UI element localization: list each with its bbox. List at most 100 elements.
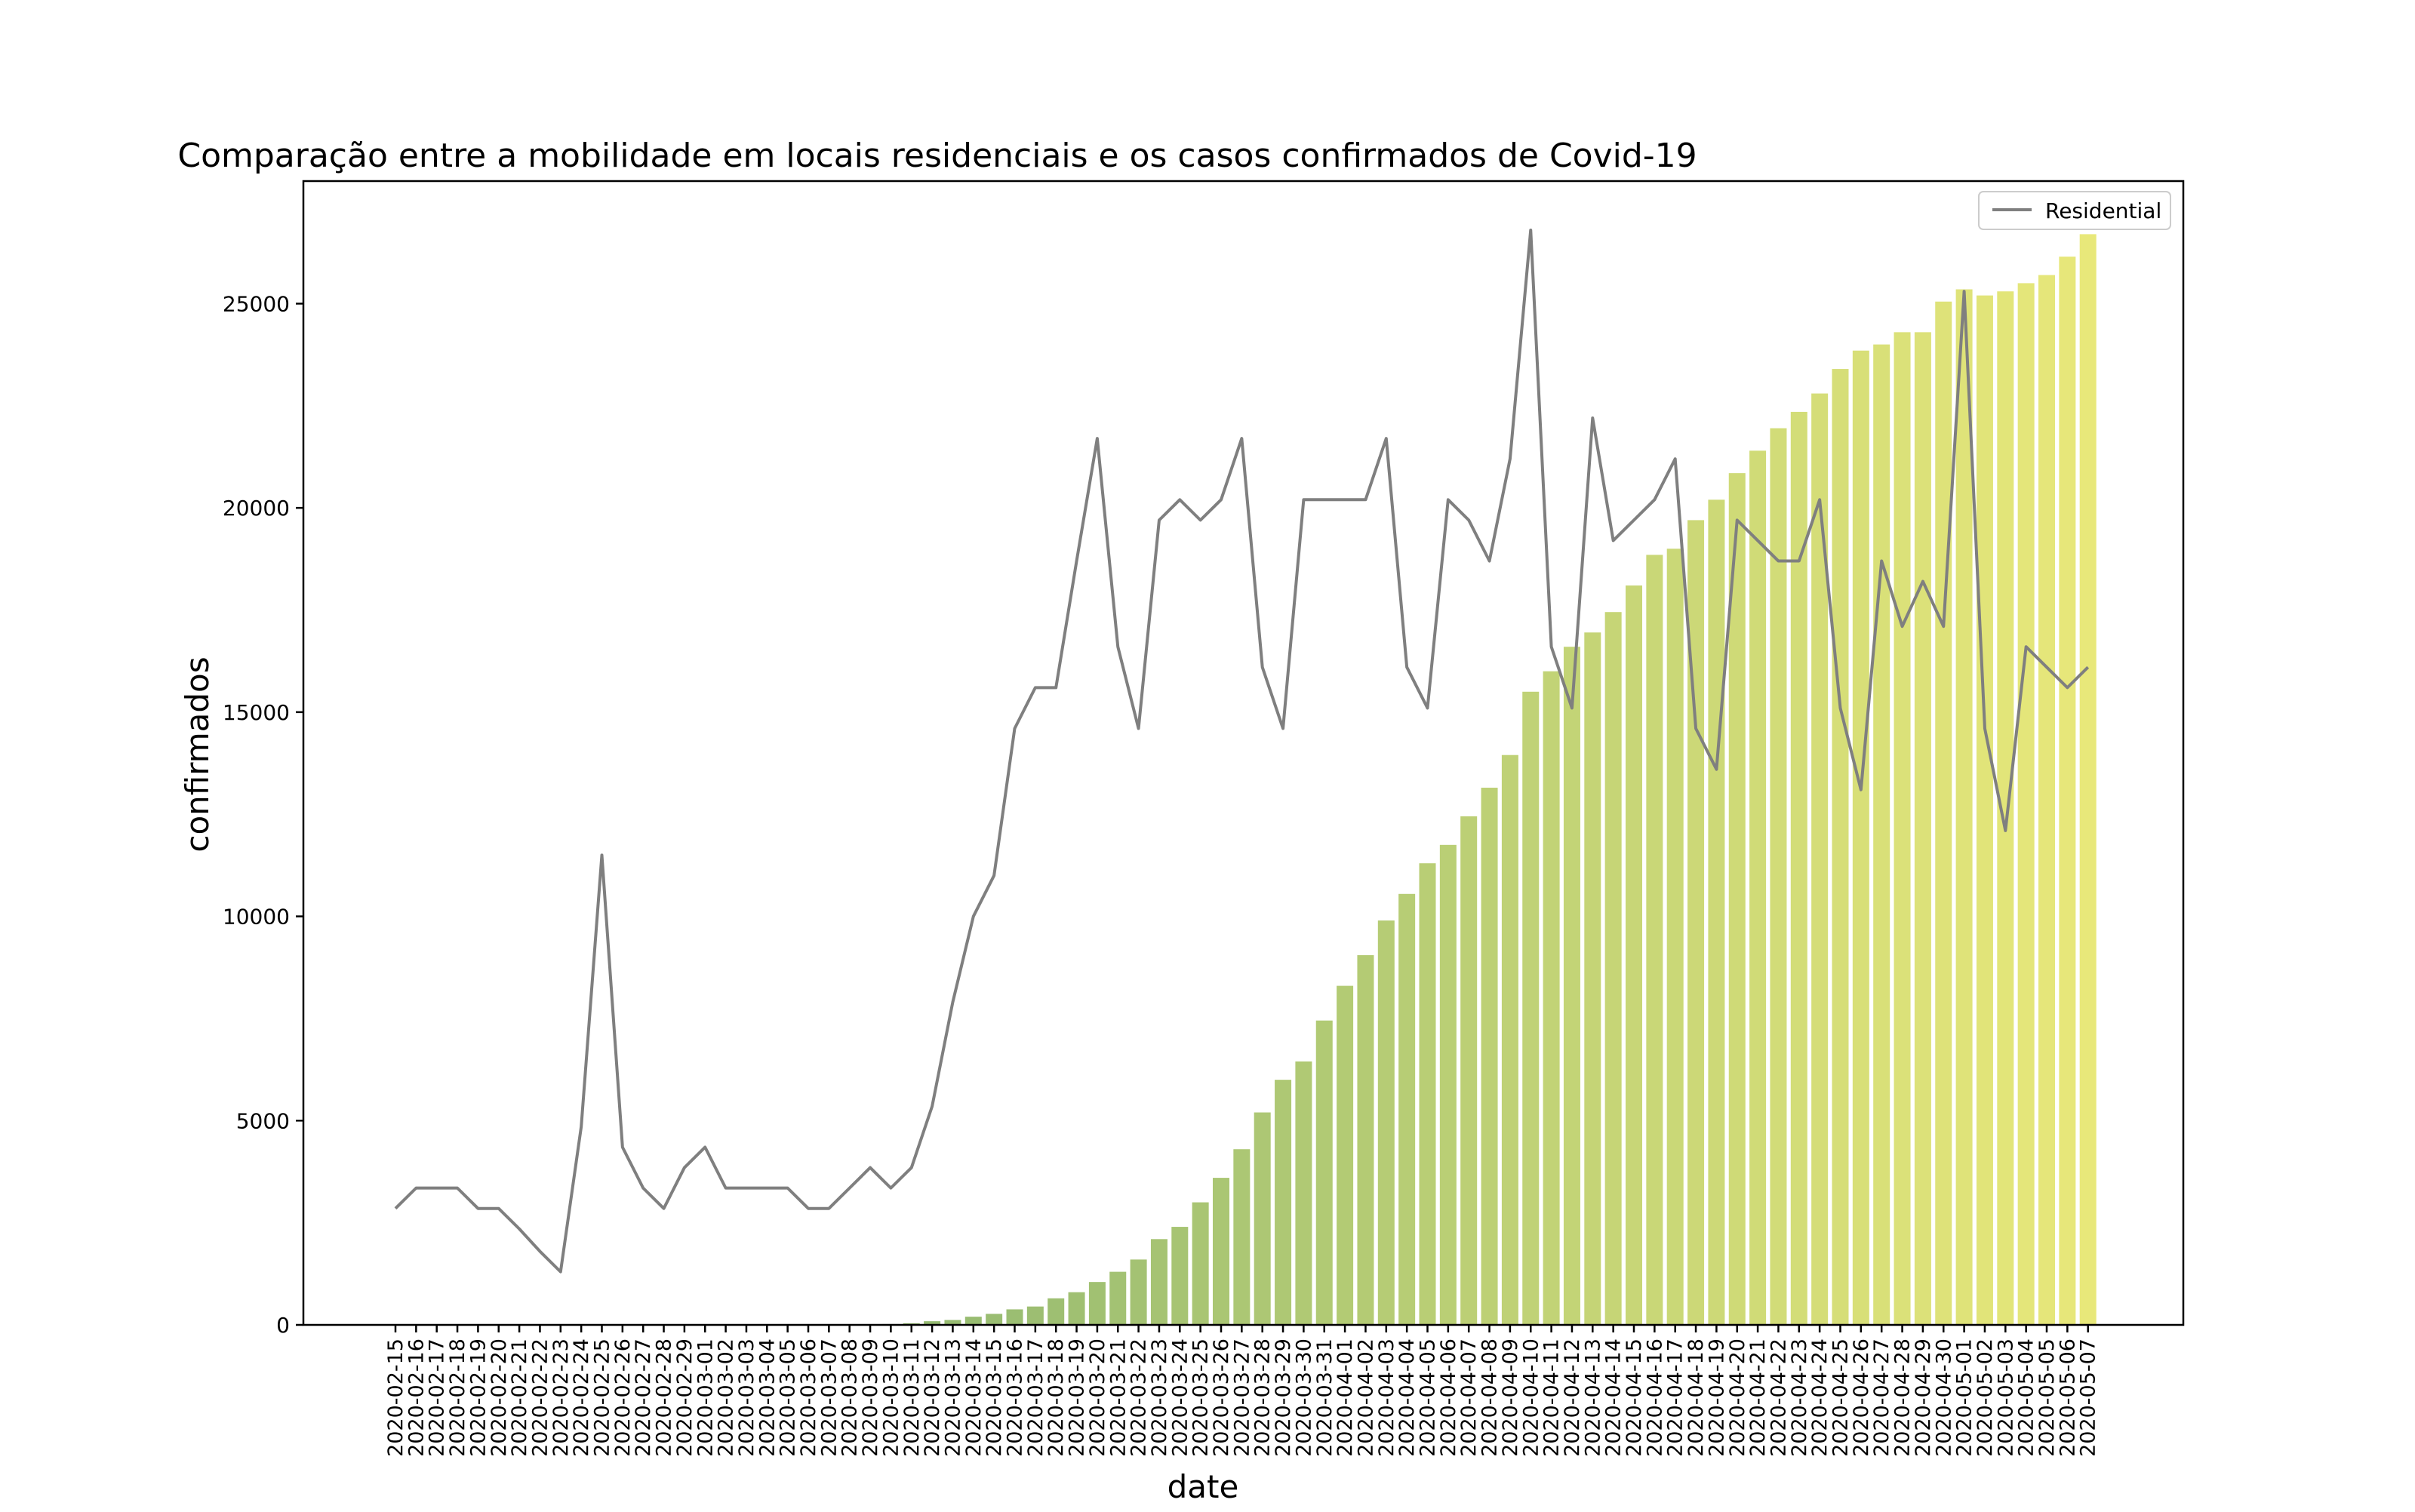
bar-2020-04-04 (1398, 893, 1416, 1325)
x-tick-label: 2020-03-24 (1168, 1338, 1192, 1457)
x-tick-label: 2020-05-03 (1994, 1338, 2017, 1457)
bar-2020-03-28 (1254, 1112, 1271, 1325)
bar-2020-04-07 (1460, 816, 1478, 1325)
axes-frame (302, 180, 2185, 1326)
line-layer (394, 228, 2090, 1274)
y-tick-label: 0 (276, 1313, 290, 1338)
bar-2020-03-30 (1295, 1061, 1312, 1325)
x-tick-label: 2020-03-12 (921, 1338, 944, 1457)
bar-2020-05-07 (2079, 234, 2097, 1325)
x-tick-label: 2020-04-05 (1417, 1338, 1440, 1457)
x-tick-label: 2020-05-04 (2015, 1338, 2038, 1457)
x-tick-label: 2020-04-13 (1581, 1338, 1604, 1457)
x-tick-label: 2020-04-16 (1643, 1338, 1666, 1457)
bar-2020-03-14 (964, 1317, 982, 1325)
x-tick-label: 2020-03-28 (1251, 1338, 1275, 1457)
x-tick-label: 2020-04-22 (1767, 1338, 1790, 1457)
x-tick-label: 2020-03-01 (694, 1338, 717, 1457)
y-axis-label: confirmados (179, 656, 216, 852)
legend-label-residential: Residential (2045, 198, 2161, 223)
y-tick-label: 15000 (223, 700, 290, 725)
x-tick-label: 2020-02-25 (591, 1338, 614, 1457)
x-axis-label: date (1168, 1468, 1239, 1505)
bar-2020-04-13 (1584, 632, 1601, 1325)
x-tick-label: 2020-04-08 (1478, 1338, 1502, 1457)
x-tick-label: 2020-02-15 (384, 1338, 408, 1457)
x-tick-label: 2020-04-17 (1664, 1338, 1687, 1457)
x-tick-label: 2020-03-21 (1106, 1338, 1130, 1457)
x-tick-label: 2020-02-29 (673, 1338, 697, 1457)
x-tick-label: 2020-02-22 (528, 1338, 552, 1457)
x-tick-label: 2020-03-15 (983, 1338, 1006, 1457)
x-tick-label: 2020-03-18 (1044, 1338, 1068, 1457)
bar-2020-03-23 (1150, 1239, 1168, 1325)
x-tick-label: 2020-03-13 (941, 1338, 964, 1457)
bars-layer (862, 234, 2097, 1326)
x-tick-label: 2020-04-03 (1375, 1338, 1398, 1457)
bar-2020-04-21 (1749, 450, 1767, 1325)
bar-2020-05-04 (2017, 283, 2035, 1325)
x-tick-label: 2020-04-06 (1437, 1338, 1460, 1457)
x-tick-label: 2020-04-29 (1912, 1338, 1935, 1457)
x-tick-label: 2020-05-02 (1974, 1338, 1997, 1457)
x-tick-label: 2020-03-23 (1148, 1338, 1171, 1457)
x-tick-label: 2020-04-11 (1540, 1338, 1564, 1457)
bar-2020-04-27 (1873, 344, 1890, 1325)
x-tick-label: 2020-04-25 (1829, 1338, 1853, 1457)
x-tick-label: 2020-05-01 (1953, 1338, 1977, 1457)
bar-2020-04-08 (1481, 788, 1498, 1325)
x-tick-label: 2020-02-24 (570, 1338, 593, 1457)
x-tick-label: 2020-03-06 (797, 1338, 820, 1457)
x-tick-label: 2020-03-10 (879, 1338, 903, 1457)
residential-line (394, 228, 2090, 1274)
x-tick-label: 2020-05-06 (2056, 1338, 2079, 1457)
x-tick-label: 2020-04-09 (1499, 1338, 1522, 1457)
x-tick-label: 2020-04-30 (1932, 1338, 1955, 1457)
bar-2020-03-19 (1068, 1292, 1085, 1325)
x-tick-label: 2020-03-30 (1292, 1338, 1315, 1457)
x-tick-label: 2020-02-16 (405, 1338, 428, 1457)
x-tick-label: 2020-04-12 (1561, 1338, 1584, 1457)
bar-2020-04-22 (1770, 428, 1787, 1325)
x-tick-label: 2020-04-24 (1808, 1338, 1832, 1457)
x-tick-label: 2020-02-19 (466, 1338, 490, 1457)
x-tick-label: 2020-02-20 (488, 1338, 511, 1457)
bar-2020-04-10 (1522, 691, 1540, 1325)
x-tick-label: 2020-03-07 (817, 1338, 841, 1457)
x-tick-label: 2020-04-15 (1623, 1338, 1646, 1457)
x-tick-label: 2020-04-20 (1726, 1338, 1749, 1457)
x-tick-label: 2020-05-07 (2077, 1338, 2100, 1457)
bar-2020-03-26 (1213, 1178, 1229, 1325)
bar-2020-04-06 (1439, 844, 1457, 1325)
x-tick-label: 2020-03-05 (777, 1338, 800, 1457)
y-tick-label: 20000 (223, 496, 290, 521)
x-tick-label: 2020-02-23 (549, 1338, 573, 1457)
x-tick-label: 2020-03-27 (1230, 1338, 1254, 1457)
bar-2020-04-01 (1337, 985, 1354, 1325)
x-tick-label: 2020-04-28 (1891, 1338, 1915, 1457)
x-tick-label: 2020-03-26 (1210, 1338, 1233, 1457)
x-tick-label: 2020-04-02 (1354, 1338, 1377, 1457)
y-tick-label: 10000 (223, 905, 290, 930)
bar-2020-03-17 (1026, 1306, 1044, 1325)
bar-2020-04-17 (1666, 549, 1684, 1325)
x-tick-label: 2020-03-03 (735, 1338, 758, 1457)
bar-2020-04-12 (1563, 647, 1580, 1325)
bar-2020-04-26 (1852, 350, 1869, 1326)
x-tick-label: 2020-03-31 (1313, 1338, 1337, 1457)
bar-2020-04-16 (1646, 555, 1663, 1325)
bar-2020-04-14 (1604, 612, 1622, 1325)
bar-2020-03-21 (1109, 1271, 1127, 1325)
bar-2020-05-06 (2059, 257, 2076, 1325)
bar-2020-04-05 (1419, 863, 1436, 1325)
x-tick-label: 2020-04-14 (1602, 1338, 1626, 1457)
x-tick-label: 2020-02-21 (508, 1338, 531, 1457)
bar-2020-04-18 (1687, 520, 1705, 1325)
x-tick-label: 2020-03-17 (1024, 1338, 1048, 1457)
x-tick-label: 2020-05-05 (2035, 1338, 2059, 1457)
x-tick-label: 2020-03-19 (1066, 1338, 1089, 1457)
bar-2020-04-30 (1935, 301, 1952, 1326)
bar-2020-03-13 (944, 1320, 961, 1325)
